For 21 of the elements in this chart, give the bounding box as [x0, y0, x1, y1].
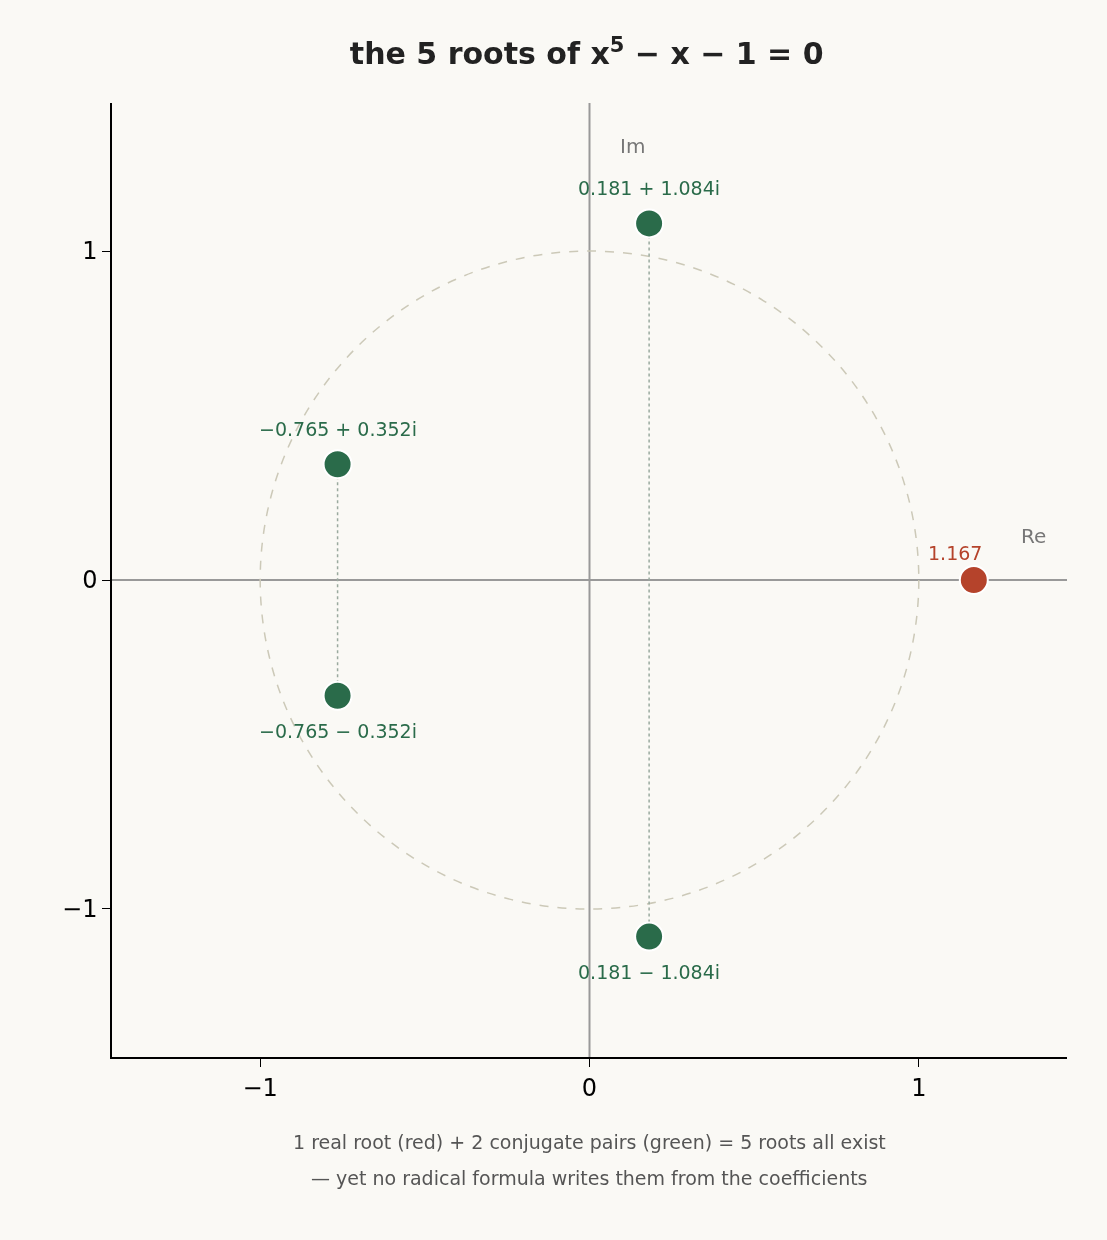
text: — yet no radical formula writes them from the coefficients [311, 1167, 868, 1189]
point [958, 565, 989, 595]
annotation: 0.181 − 1.084i [578, 961, 721, 983]
annotation: −0.765 + 0.352i [259, 418, 417, 440]
chart-title: the 5 roots of x$^{5}$ − x − 1 = 0 [349, 32, 824, 72]
x-tick-label: −1 [242, 1073, 278, 1102]
y-tick-label: −1 [62, 895, 98, 924]
point [634, 921, 665, 952]
annotation: 0.181 + 1.084i [578, 177, 721, 199]
annotation: −0.765 − 0.352i [259, 720, 417, 742]
ref-line-label: Im [620, 134, 646, 158]
annotation: 1.167 [928, 542, 983, 564]
point [322, 680, 353, 711]
point [322, 449, 353, 480]
y-tick-label: 0 [82, 566, 98, 595]
x-tick-label: 0 [581, 1073, 598, 1102]
ref-line-label: Re [1021, 524, 1047, 548]
y-tick-label: 1 [82, 237, 98, 266]
point [634, 208, 665, 239]
x-tick-label: 1 [911, 1073, 927, 1102]
text: 1 real root (red) + 2 conjugate pairs (green) = 5 roots all exist [293, 1131, 886, 1153]
